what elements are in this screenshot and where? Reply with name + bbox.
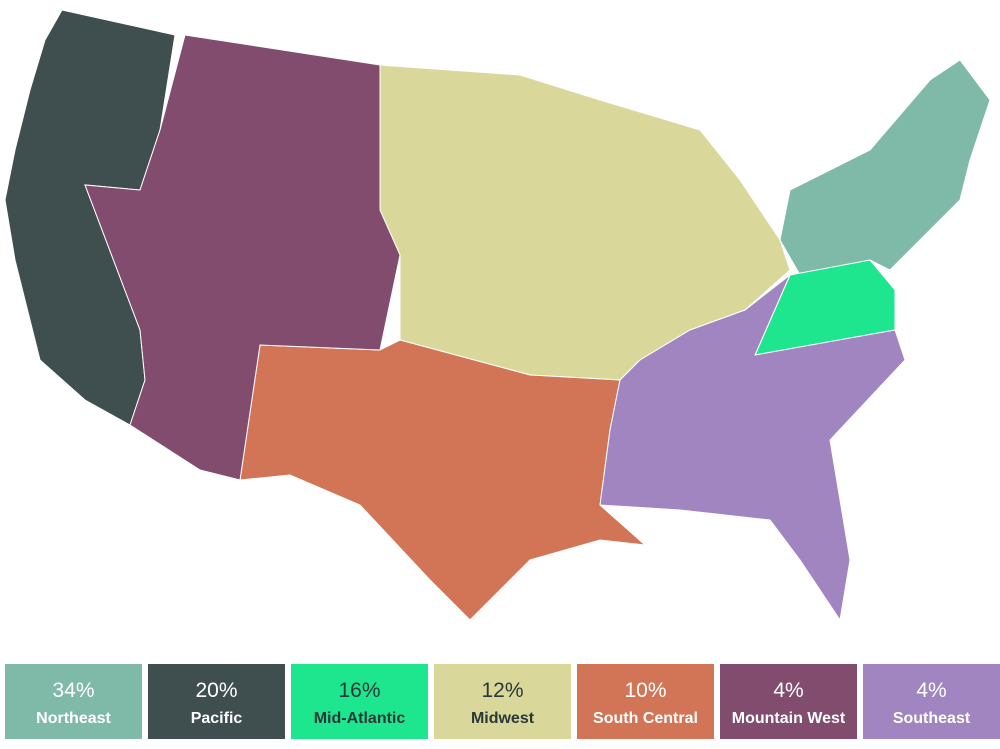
legend: 34% Northeast 20% Pacific 16% Mid-Atlantic 12%… xyxy=(5,664,1000,739)
region xyxy=(599,274,906,622)
legend-name: Pacific xyxy=(191,710,243,727)
us-map xyxy=(4,9,991,622)
region xyxy=(84,34,401,481)
legend-name: Mountain West xyxy=(732,710,846,727)
legend-box xyxy=(863,664,1000,739)
legend-box xyxy=(5,664,142,739)
legend-box xyxy=(577,664,714,739)
legend-box xyxy=(434,664,571,739)
legend-value: 4% xyxy=(916,679,946,702)
legend-value: 10% xyxy=(624,679,666,702)
legend-value: 12% xyxy=(481,679,523,702)
legend-value: 16% xyxy=(338,679,380,702)
legend-box xyxy=(148,664,285,739)
legend-value: 34% xyxy=(52,679,94,702)
legend-name: Southeast xyxy=(893,710,971,727)
legend-name: Northeast xyxy=(36,710,111,727)
region xyxy=(239,339,647,621)
legend-name: Mid-Atlantic xyxy=(314,710,406,727)
legend-name: South Central xyxy=(593,710,698,727)
legend-value: 4% xyxy=(773,679,803,702)
legend-box xyxy=(720,664,857,739)
region xyxy=(779,59,991,276)
legend-value: 20% xyxy=(195,679,237,702)
legend-name: Midwest xyxy=(471,710,535,727)
legend-box xyxy=(291,664,428,739)
